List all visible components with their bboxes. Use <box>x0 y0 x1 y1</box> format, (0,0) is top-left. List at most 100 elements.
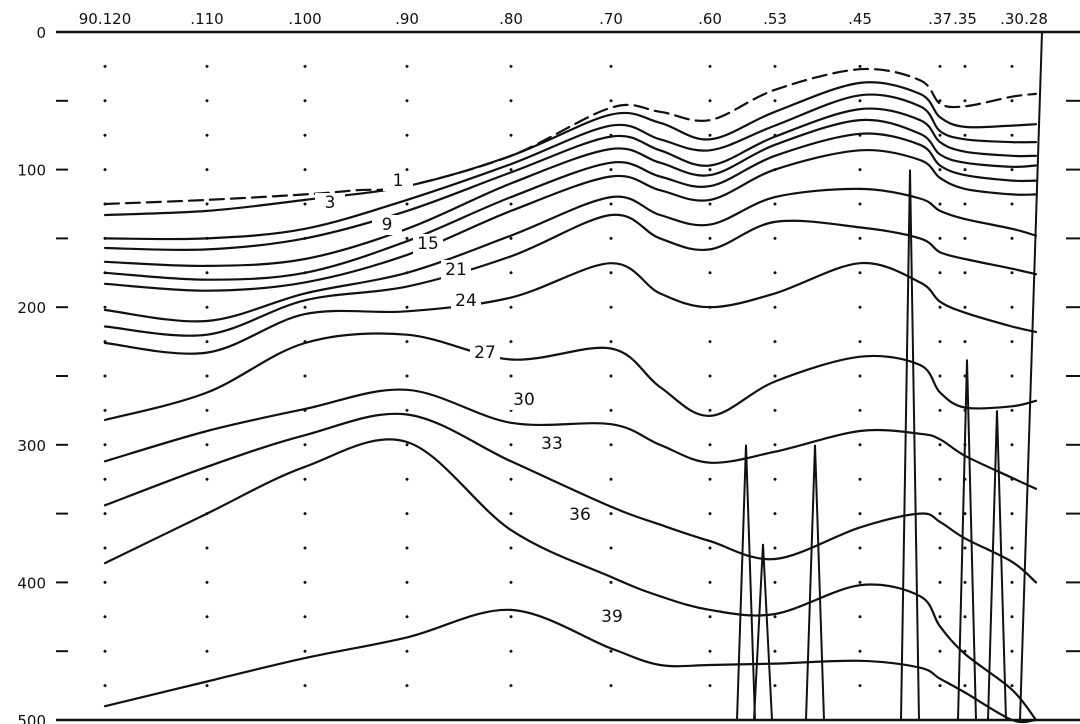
station-dot <box>773 580 777 584</box>
contour-label: 21 <box>445 260 467 280</box>
station-dot <box>858 615 862 619</box>
x-station-label: .37 <box>928 10 952 28</box>
contour-line <box>103 388 1038 490</box>
station-dot <box>509 477 513 481</box>
station-dot <box>858 99 862 103</box>
station-spike <box>753 543 773 721</box>
station-dot <box>938 99 942 103</box>
station-dot <box>103 477 107 481</box>
station-dot <box>303 168 307 172</box>
station-dot <box>1010 443 1014 447</box>
station-dot <box>773 340 777 344</box>
station-dot <box>773 271 777 275</box>
station-dot <box>405 168 409 172</box>
station-dot <box>858 202 862 206</box>
station-dot <box>963 236 967 240</box>
station-spikes <box>736 169 1007 721</box>
station-dot <box>773 305 777 309</box>
station-dot <box>103 374 107 378</box>
station-dot <box>938 64 942 68</box>
contour-line <box>103 107 1038 251</box>
y-tick-label: 400 <box>17 574 46 592</box>
station-dot <box>1010 580 1014 584</box>
station-dot <box>1010 236 1014 240</box>
station-dot <box>938 236 942 240</box>
station-dot <box>708 340 712 344</box>
station-dot <box>609 374 613 378</box>
station-dot <box>708 546 712 550</box>
contour-label: 3 <box>325 193 336 213</box>
station-dot <box>609 99 613 103</box>
station-dot <box>1010 168 1014 172</box>
station-dot <box>1010 271 1014 275</box>
contour-label: 33 <box>541 434 563 454</box>
station-dot <box>1010 649 1014 653</box>
contour-line <box>103 132 1038 281</box>
station-dot <box>609 649 613 653</box>
station-dot <box>773 236 777 240</box>
contour-line <box>103 187 1038 323</box>
station-dot <box>405 615 409 619</box>
contour-label-bg <box>413 234 443 254</box>
contour-line <box>103 118 1038 268</box>
station-dot <box>205 64 209 68</box>
contour-label-bg <box>565 505 595 525</box>
station-dot <box>405 512 409 516</box>
contour-label: 27 <box>474 343 496 363</box>
station-dot <box>609 236 613 240</box>
station-dot <box>103 546 107 550</box>
station-dot <box>858 64 862 68</box>
station-spike <box>805 444 825 721</box>
station-dot <box>773 408 777 412</box>
contour-line <box>103 93 1038 241</box>
station-dot <box>963 202 967 206</box>
station-dot <box>938 512 942 516</box>
contour-label: 24 <box>455 291 477 311</box>
station-dot <box>509 684 513 688</box>
station-dot <box>609 340 613 344</box>
station-dot <box>103 168 107 172</box>
station-dot <box>609 512 613 516</box>
x-station-label: .30 <box>1000 10 1024 28</box>
station-dot <box>303 443 307 447</box>
station-dot <box>205 271 209 275</box>
axes: 0 100 200 300 400 500 90.120 .110 .100 .90 .80 .70.… <box>17 10 1080 724</box>
station-dot <box>1010 684 1014 688</box>
station-dot <box>773 649 777 653</box>
station-dot <box>963 168 967 172</box>
station-dot <box>509 512 513 516</box>
station-dot <box>609 443 613 447</box>
station-dot <box>405 684 409 688</box>
station-dot <box>103 99 107 103</box>
station-dot <box>509 133 513 137</box>
station-dot <box>205 684 209 688</box>
station-dot <box>708 374 712 378</box>
station-dot <box>405 477 409 481</box>
station-dot <box>205 580 209 584</box>
station-dot <box>609 271 613 275</box>
station-dot <box>303 477 307 481</box>
station-dot <box>609 168 613 172</box>
station-dot <box>303 133 307 137</box>
contour-lines <box>103 67 1038 724</box>
station-dot <box>708 443 712 447</box>
station-dot <box>103 305 107 309</box>
station-dot <box>708 236 712 240</box>
station-dot <box>205 340 209 344</box>
station-dot <box>938 546 942 550</box>
station-dot <box>103 64 107 68</box>
station-dot <box>773 99 777 103</box>
station-dot <box>509 202 513 206</box>
station-dot <box>405 99 409 103</box>
station-dot <box>405 340 409 344</box>
station-dot <box>938 408 942 412</box>
station-dot <box>773 684 777 688</box>
station-dot <box>405 580 409 584</box>
x-station-label: .110 <box>190 10 223 28</box>
y-tick-label: 100 <box>17 162 46 180</box>
station-dot <box>938 684 942 688</box>
contour-label: 39 <box>601 607 623 627</box>
station-dot <box>708 512 712 516</box>
station-dot <box>509 443 513 447</box>
contour-label: 15 <box>417 234 439 254</box>
